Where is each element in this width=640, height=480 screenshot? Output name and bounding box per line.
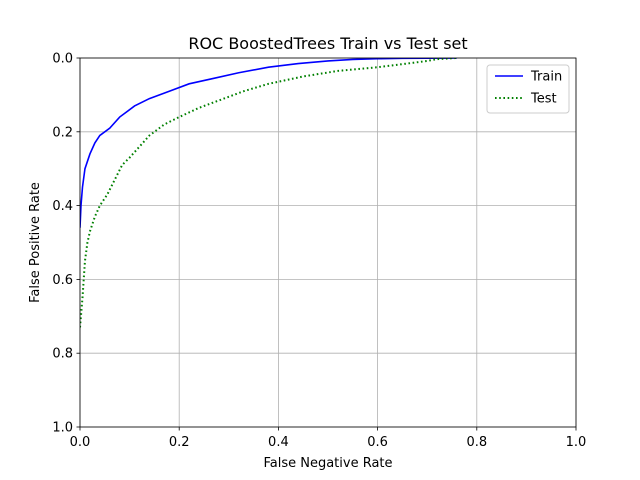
x-tick-label: 1.0 (566, 435, 587, 450)
legend-box (486, 64, 570, 114)
x-tick-label: 0.8 (466, 435, 487, 450)
x-tick-label: 0.2 (169, 435, 190, 450)
y-tick-label: 0.4 (52, 199, 73, 214)
x-axis-label: False Negative Rate (263, 456, 392, 471)
y-tick-label: 0.0 (52, 52, 73, 67)
series-line-train (80, 58, 457, 228)
plot-area: 0.0 0.2 0.4 0.6 0.8 1.00.00.20.40.60.81.0 (52, 52, 586, 451)
y-tick-label: 1.0 (52, 421, 73, 436)
y-tick-label: 0.8 (52, 347, 73, 362)
series-line-test (80, 58, 458, 328)
y-tick-label: 0.2 (52, 125, 73, 140)
chart-title: ROC BoostedTrees Train vs Test set (188, 34, 467, 53)
legend-label-test: Test (530, 92, 557, 107)
x-tick-label: 0.4 (268, 435, 289, 450)
y-axis-label: False Positive Rate (28, 182, 43, 303)
x-tick-label: 0.6 (367, 435, 388, 450)
axes-frame (79, 57, 577, 428)
legend: Train Test (486, 64, 570, 114)
legend-label-train: Train (530, 70, 562, 85)
x-tick-label: 0.0 (70, 435, 91, 450)
y-tick-label: 0.6 (52, 273, 73, 288)
